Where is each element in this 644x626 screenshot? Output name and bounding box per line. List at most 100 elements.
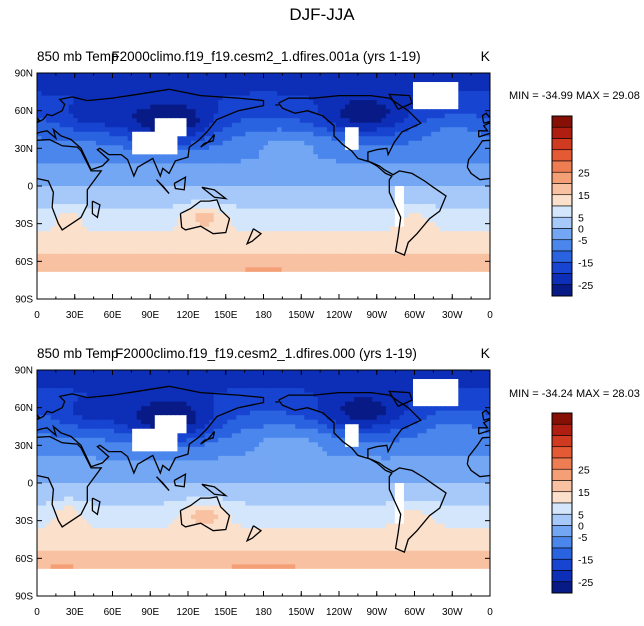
field-cell <box>340 158 346 164</box>
field-cell <box>299 91 305 97</box>
field-cell <box>263 77 269 83</box>
field-cell <box>449 231 455 237</box>
field-cell <box>376 186 382 192</box>
field-cell <box>394 176 400 183</box>
field-cell <box>55 195 61 201</box>
field-cell <box>95 176 102 183</box>
field-cell <box>385 289 391 296</box>
field-cell <box>440 222 446 228</box>
field-cell <box>82 73 88 79</box>
field-cell <box>123 199 129 205</box>
field-cell <box>104 285 111 291</box>
field-cell <box>218 262 224 268</box>
field-cell <box>290 131 296 137</box>
field-cell <box>254 199 260 205</box>
field-cell <box>476 271 482 277</box>
field-cell <box>476 127 482 133</box>
field-cell <box>132 163 138 169</box>
field-cell <box>191 167 197 174</box>
field-cell <box>263 154 269 160</box>
field-cell <box>281 167 287 174</box>
field-cell <box>154 258 160 264</box>
field-cell <box>295 131 301 137</box>
field-cell <box>467 235 473 241</box>
field-cell <box>195 240 201 246</box>
field-cell <box>449 240 455 246</box>
field-cell <box>177 253 183 259</box>
field-cell <box>168 222 174 228</box>
field-cell <box>200 222 206 228</box>
field-cell <box>453 163 459 169</box>
field-cell <box>258 73 265 79</box>
field-cell <box>114 100 120 106</box>
field-cell <box>335 113 342 119</box>
field-cell <box>91 118 97 124</box>
field-cell <box>195 145 201 151</box>
field-cell <box>385 195 391 201</box>
field-cell <box>358 186 364 192</box>
field-cell <box>132 231 138 237</box>
field-cell <box>485 280 490 287</box>
field-cell <box>277 289 283 296</box>
field-cell <box>322 109 328 115</box>
field-cell <box>471 280 478 287</box>
field-cell <box>195 149 201 155</box>
field-cell <box>227 190 233 196</box>
field-cell <box>422 158 428 164</box>
field-cell <box>367 145 373 151</box>
field-cell <box>204 253 210 259</box>
field-cell <box>281 186 287 192</box>
field-cell <box>236 181 242 187</box>
field-cell <box>281 204 287 210</box>
field-cell <box>295 226 301 232</box>
field-cell <box>476 82 482 88</box>
field-cell <box>349 113 355 119</box>
field-cell <box>390 244 396 250</box>
field-cell <box>123 149 129 155</box>
field-cell <box>272 109 278 115</box>
field-cell <box>145 199 151 205</box>
field-cell <box>331 235 337 241</box>
field-cell <box>191 280 197 287</box>
field-cell <box>476 208 482 214</box>
field-cell <box>213 190 219 196</box>
field-cell <box>50 271 56 277</box>
field-cell <box>186 285 192 291</box>
field-cell <box>163 104 169 110</box>
field-cell <box>141 280 147 287</box>
field-cell <box>440 249 446 255</box>
field-cell <box>372 276 378 282</box>
field-cell <box>458 113 464 119</box>
field-cell <box>145 208 151 214</box>
field-cell <box>263 186 269 192</box>
field-cell <box>68 244 74 250</box>
field-cell <box>204 154 210 160</box>
field-cell <box>231 73 237 79</box>
field-cell <box>181 195 188 201</box>
field-cell <box>340 104 346 110</box>
field-cell <box>363 127 369 133</box>
field-cell <box>191 258 197 264</box>
field-cell <box>363 213 369 219</box>
field-cell <box>412 131 419 137</box>
field-cell <box>263 271 269 277</box>
field-cell <box>412 100 419 106</box>
field-cell <box>480 149 487 155</box>
field-cell <box>272 244 278 250</box>
field-cell <box>177 163 183 169</box>
field-cell <box>295 186 301 192</box>
field-cell <box>435 104 441 110</box>
field-cell <box>417 140 423 146</box>
field-cell <box>118 262 124 268</box>
field-cell <box>136 136 142 142</box>
field-cell <box>249 91 256 97</box>
field-cell <box>77 82 83 88</box>
field-cell <box>326 136 333 142</box>
field-cell <box>118 100 124 106</box>
field-cell <box>480 104 487 110</box>
field-cell <box>340 240 346 246</box>
field-cell <box>91 172 97 178</box>
field-cell <box>367 95 373 101</box>
field-cell <box>467 181 473 187</box>
field-cell <box>335 271 342 277</box>
